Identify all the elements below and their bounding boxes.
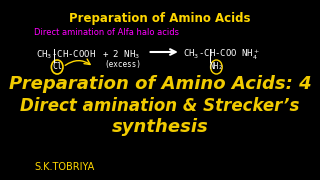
Text: Cl: Cl <box>52 62 62 71</box>
Text: Direct amination of Alfa halo acids: Direct amination of Alfa halo acids <box>34 28 179 37</box>
Text: + 2 NH$_3$: + 2 NH$_3$ <box>102 48 140 60</box>
Text: Direct amination & Strecker’s: Direct amination & Strecker’s <box>20 97 300 115</box>
Text: S.K.TOBRIYA: S.K.TOBRIYA <box>34 162 94 172</box>
Text: NH₂: NH₂ <box>210 62 223 71</box>
Text: Preparation of Amino Acids: Preparation of Amino Acids <box>69 12 251 25</box>
Text: Preparation of Amino Acids: 4: Preparation of Amino Acids: 4 <box>9 75 311 93</box>
Text: synthesis: synthesis <box>112 118 208 136</box>
Text: (excess): (excess) <box>104 60 141 69</box>
Text: CH$_3$-CH-COOH: CH$_3$-CH-COOH <box>36 48 96 60</box>
Text: CH$_3$-CH-COO NH$_4^+$: CH$_3$-CH-COO NH$_4^+$ <box>183 48 260 62</box>
